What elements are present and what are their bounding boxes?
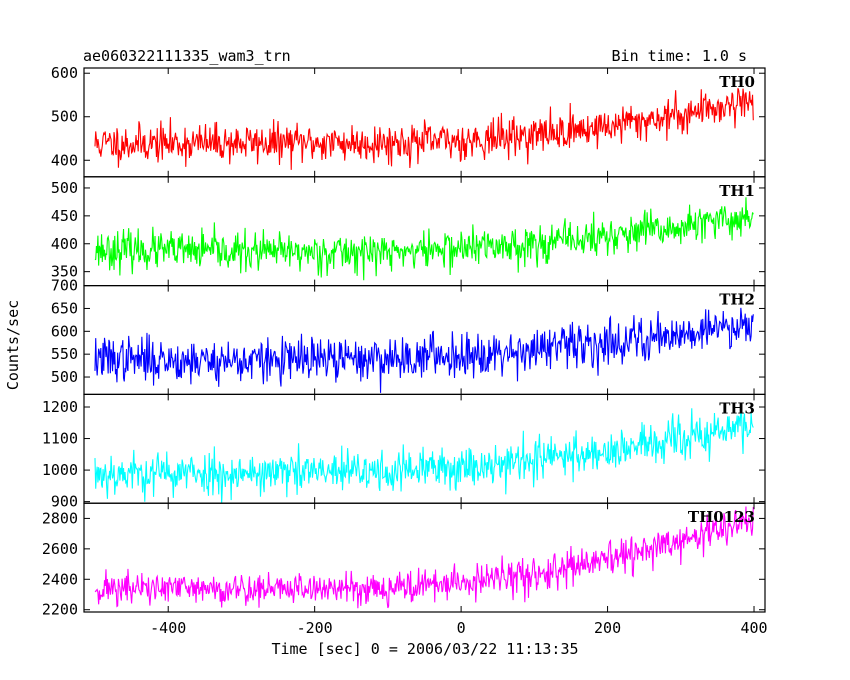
y-tick-label: 700	[51, 277, 78, 295]
y-tick-label: 500	[51, 368, 78, 386]
panel-th3: 900 1000 1100 1200 TH3	[42, 393, 766, 511]
y-tick-label: 500	[51, 179, 78, 197]
series-line-th0	[94, 88, 754, 170]
series-name-th1: TH1	[719, 182, 755, 200]
y-tick-label: 2200	[42, 601, 78, 619]
x-axis-label: Time [sec] 0 = 2006/03/22 11:13:35	[271, 640, 578, 658]
x-axis: -400 -200 0 200 400	[150, 619, 767, 637]
series-name-th2: TH2	[719, 291, 755, 309]
y-tick-label: 600	[51, 322, 78, 340]
y-tick-label: 1000	[42, 461, 78, 479]
series-name-th0123: TH0123	[688, 508, 755, 526]
y-tick-label: 2800	[42, 509, 78, 527]
x-tick-label: 0	[457, 619, 466, 637]
x-tick-label: -400	[150, 619, 186, 637]
panel-th1: 350 400 450 500 TH1	[51, 176, 766, 287]
series-line-th1	[94, 197, 754, 281]
y-tick-label: 400	[51, 235, 78, 253]
y-tick-label: 600	[51, 64, 78, 82]
panel-th2: 500 550 600 650 700 TH2	[51, 277, 766, 396]
chart-title: ae060322111335_wam3_trn	[83, 47, 291, 65]
series-line-th2	[94, 307, 754, 393]
y-tick-label: 500	[51, 108, 78, 126]
y-tick-label: 2400	[42, 570, 78, 588]
y-tick-label: 1200	[42, 398, 78, 416]
y-tick-label: 550	[51, 345, 78, 363]
y-tick-label: 2600	[42, 540, 78, 558]
series-name-th0: TH0	[719, 73, 755, 91]
y-tick-label: 650	[51, 299, 78, 317]
y-tick-label: 400	[51, 151, 78, 169]
panels: 400 500 600 TH0 350 400 450 500 TH1 500 550 600 650 7…	[42, 64, 766, 619]
x-tick-label: 400	[740, 619, 767, 637]
y-tick-label: 350	[51, 263, 78, 281]
y-tick-label: 450	[51, 207, 78, 225]
panel-th0123: 2200 2400 2600 2800 TH0123	[42, 502, 766, 619]
x-tick-label: 200	[594, 619, 621, 637]
bin-time-label: Bin time: 1.0 s	[612, 47, 747, 65]
series-line-th0123	[94, 506, 754, 609]
panel-frame	[83, 502, 766, 613]
series-line-th3	[94, 408, 754, 504]
y-tick-label: 1100	[42, 430, 78, 448]
x-tick-label: -200	[297, 619, 333, 637]
series-name-th3: TH3	[719, 399, 755, 417]
y-axis-label: Counts/sec	[4, 300, 22, 390]
y-tick-label: 900	[51, 493, 78, 511]
panel-frame	[83, 176, 766, 287]
panel-th0: 400 500 600 TH0	[51, 64, 766, 178]
